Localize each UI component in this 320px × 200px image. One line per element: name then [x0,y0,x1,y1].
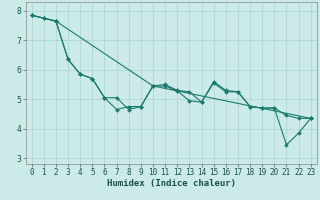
X-axis label: Humidex (Indice chaleur): Humidex (Indice chaleur) [107,179,236,188]
